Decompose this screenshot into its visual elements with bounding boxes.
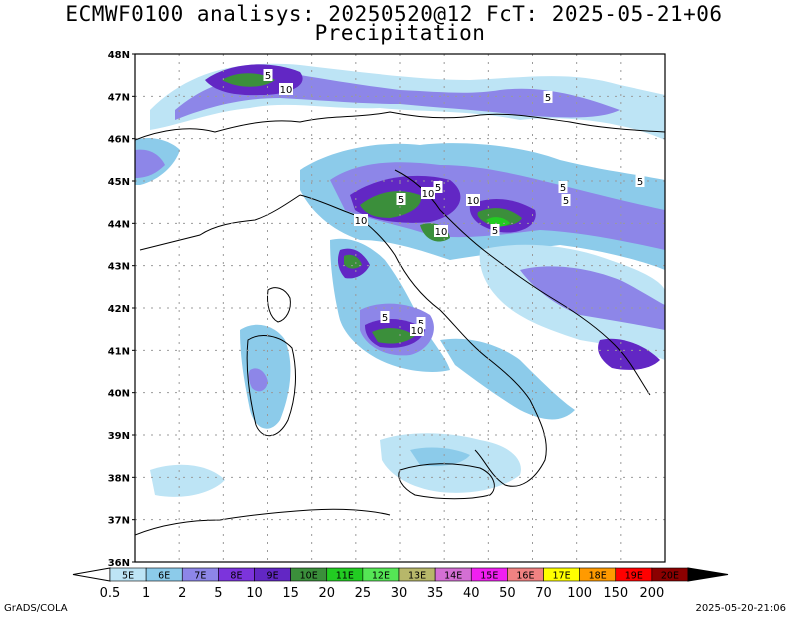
longitude-label: 12E [372, 571, 390, 582]
latitude-labels: 48N 47N 46N 45N 44N 43N 42N 41N 40N 39N 38N 37N 36N [108, 50, 135, 569]
colorbar: 5E 6E 7E 8E 9E 10E 11E 12E 13E 14E 15E 16E 17E 18E 19E… [72, 567, 729, 601]
contour-label: 5 [382, 313, 388, 324]
contour-label: 10 [422, 189, 435, 200]
contour-label: 10 [467, 196, 480, 207]
longitude-label: 18E [589, 571, 607, 582]
footer-credit: GrADS/COLA [4, 603, 68, 614]
colorbar-level-label: 40 [463, 586, 480, 601]
colorbar-right-arrow [687, 567, 729, 582]
contour-label-box [380, 311, 390, 323]
latitude-label: 44N [108, 219, 130, 230]
colorbar-level-label: 70 [535, 586, 552, 601]
longitude-label: 14E [444, 571, 462, 582]
latitude-label: 40N [108, 389, 130, 400]
contour-label-box [263, 69, 273, 81]
contour-label-box [558, 181, 568, 193]
contour-label-box [561, 194, 571, 206]
map-title: ECMWF0100 analisys: 20250520@12 FcT: 202… [65, 2, 723, 26]
contour-label: 5 [435, 183, 441, 194]
contour-label: 5 [265, 71, 271, 82]
longitude-label: 15E [480, 571, 498, 582]
contour-label-box [490, 224, 500, 236]
precipitation-field [135, 63, 665, 497]
colorbar-level-label: 15 [282, 586, 299, 601]
latitude-label: 46N [108, 135, 130, 146]
longitude-label: 16E [516, 571, 534, 582]
latitude-label: 43N [108, 262, 130, 273]
contour-label-box [396, 193, 406, 205]
longitude-label: 17E [553, 571, 571, 582]
latitude-label: 45N [108, 177, 130, 188]
contour-label-box [466, 194, 480, 206]
latitude-label: 41N [108, 346, 130, 357]
colorbar-level-label: 5 [214, 586, 222, 601]
longitude-label: 19E [625, 571, 643, 582]
longitude-label: 9E [267, 571, 279, 582]
contour-label: 10 [355, 216, 368, 227]
colorbar-level-label: 30 [391, 586, 408, 601]
colorbar-level-label: 2 [178, 586, 186, 601]
colorbar-level-label: 35 [427, 586, 444, 601]
longitude-label: 10E [300, 571, 318, 582]
contour-label-box [279, 83, 293, 95]
contour-label-box [433, 181, 443, 193]
colorbar-left-arrow [72, 567, 111, 582]
latitude-label: 48N [108, 50, 130, 61]
colorbar-level-label: 200 [639, 586, 664, 601]
contour-label-box [416, 317, 426, 329]
latitude-label: 39N [108, 431, 130, 442]
coastlines [135, 111, 665, 536]
longitude-label: 5E [122, 571, 134, 582]
contour-label: 5 [563, 196, 569, 207]
contour-label-box [354, 214, 368, 226]
map-subtitle: Precipitation [314, 21, 486, 45]
colorbar-level-label: 25 [355, 586, 372, 601]
contour-label: 5 [560, 183, 566, 194]
latitude-label: 42N [108, 304, 130, 315]
contour-label-box [434, 225, 448, 237]
colorbar-level-label: 1 [142, 586, 150, 601]
colorbar-level-label: 0.5 [100, 586, 121, 601]
longitude-label: 11E [336, 571, 354, 582]
latitude-label: 38N [108, 473, 130, 484]
contour-label: 10 [280, 85, 293, 96]
contour-label-box [635, 175, 645, 187]
contour-label: 5 [637, 177, 643, 188]
latitude-label: 36N [108, 558, 130, 569]
contour-label: 10 [435, 227, 448, 238]
colorbar-level-label: 50 [499, 586, 516, 601]
contour-label-box [410, 324, 424, 336]
contour-label: 5 [398, 195, 404, 206]
latitude-label: 37N [108, 516, 130, 527]
longitude-label: 7E [194, 571, 206, 582]
longitude-label: 6E [158, 571, 170, 582]
colorbar-level-label: 10 [246, 586, 263, 601]
colorbar-level-label: 100 [567, 586, 592, 601]
longitude-label: 8E [230, 571, 242, 582]
latitude-label: 47N [108, 92, 130, 103]
contour-label: 5 [492, 226, 498, 237]
colorbar-level-label: 20 [318, 586, 335, 601]
footer-timestamp: 2025-05-20-21:06 [695, 603, 786, 614]
contour-label-box [421, 187, 435, 199]
longitude-label: 13E [408, 571, 426, 582]
colorbar-level-label: 150 [603, 586, 628, 601]
longitude-label: 20E [661, 571, 679, 582]
contour-label: 5 [545, 93, 551, 104]
map-grid [135, 54, 665, 562]
contour-label: 10 [411, 326, 424, 337]
contour-labels: 5105551055105105105510 [263, 69, 645, 337]
contour-label-box [543, 91, 553, 103]
